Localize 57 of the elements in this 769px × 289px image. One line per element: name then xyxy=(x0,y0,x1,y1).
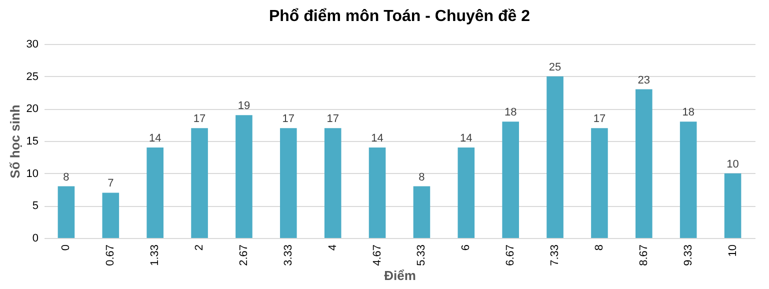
bar xyxy=(236,115,252,238)
data-label: 14 xyxy=(460,132,472,144)
bar xyxy=(324,128,342,238)
x-tick-label: 8 xyxy=(593,244,606,251)
data-label: 14 xyxy=(371,132,384,144)
data-label: 17 xyxy=(193,113,206,126)
bar xyxy=(146,147,164,238)
x-tick-label: 0 xyxy=(60,244,72,251)
x-tick-label: 1.33 xyxy=(149,244,162,266)
y-tick-label: 30 xyxy=(26,38,38,50)
chart-title: Phổ điểm môn Toán - Chuyên đề 2 xyxy=(268,8,530,25)
bar xyxy=(280,128,297,238)
bar xyxy=(502,122,519,238)
data-label: 14 xyxy=(148,132,162,144)
x-tick-label: 2 xyxy=(194,244,206,251)
x-tick-label: 8.67 xyxy=(638,244,650,266)
bar xyxy=(368,147,386,238)
data-label: 18 xyxy=(504,106,517,119)
x-tick-label: 3.33 xyxy=(282,244,294,266)
x-tick-label: 6.67 xyxy=(504,244,517,266)
x-tick-label: 4 xyxy=(326,244,339,251)
data-label: 18 xyxy=(682,106,694,119)
bar xyxy=(724,173,742,238)
data-label: 19 xyxy=(238,100,250,112)
x-tick-label: 9.33 xyxy=(682,244,694,266)
data-label: 25 xyxy=(548,61,562,74)
bar xyxy=(191,128,208,238)
bar xyxy=(680,122,697,238)
x-tick-label: 4.67 xyxy=(371,244,384,266)
x-tick-label: 5.33 xyxy=(416,244,428,266)
y-tick-label: 25 xyxy=(26,70,38,83)
bar xyxy=(413,186,430,238)
x-tick-label: 10 xyxy=(726,244,739,257)
x-tick-label: 2.67 xyxy=(238,244,250,266)
x-tick-label: 0.67 xyxy=(104,244,117,266)
y-tick-label: 10 xyxy=(26,168,38,180)
data-label: 7 xyxy=(108,178,114,190)
bar xyxy=(591,128,608,238)
y-tick-label: 5 xyxy=(32,200,38,212)
x-tick-label: 6 xyxy=(460,244,472,251)
bar xyxy=(636,89,652,238)
y-tick-label: 15 xyxy=(26,136,38,148)
bar xyxy=(102,192,120,238)
data-label: 23 xyxy=(638,74,650,86)
bar xyxy=(546,76,564,238)
x-tick-label: 7.33 xyxy=(549,244,562,266)
y-tick-label: 20 xyxy=(26,103,38,116)
data-label: 8 xyxy=(418,171,425,184)
data-label: 17 xyxy=(282,113,295,126)
data-label: 10 xyxy=(726,158,739,170)
y-axis-title: Số học sinh xyxy=(7,104,22,178)
data-label: 17 xyxy=(326,113,339,126)
bar xyxy=(58,186,75,238)
x-axis-title: Điểm xyxy=(384,268,416,283)
bar xyxy=(458,147,475,238)
data-label: 17 xyxy=(593,113,606,126)
data-label: 8 xyxy=(63,171,70,184)
